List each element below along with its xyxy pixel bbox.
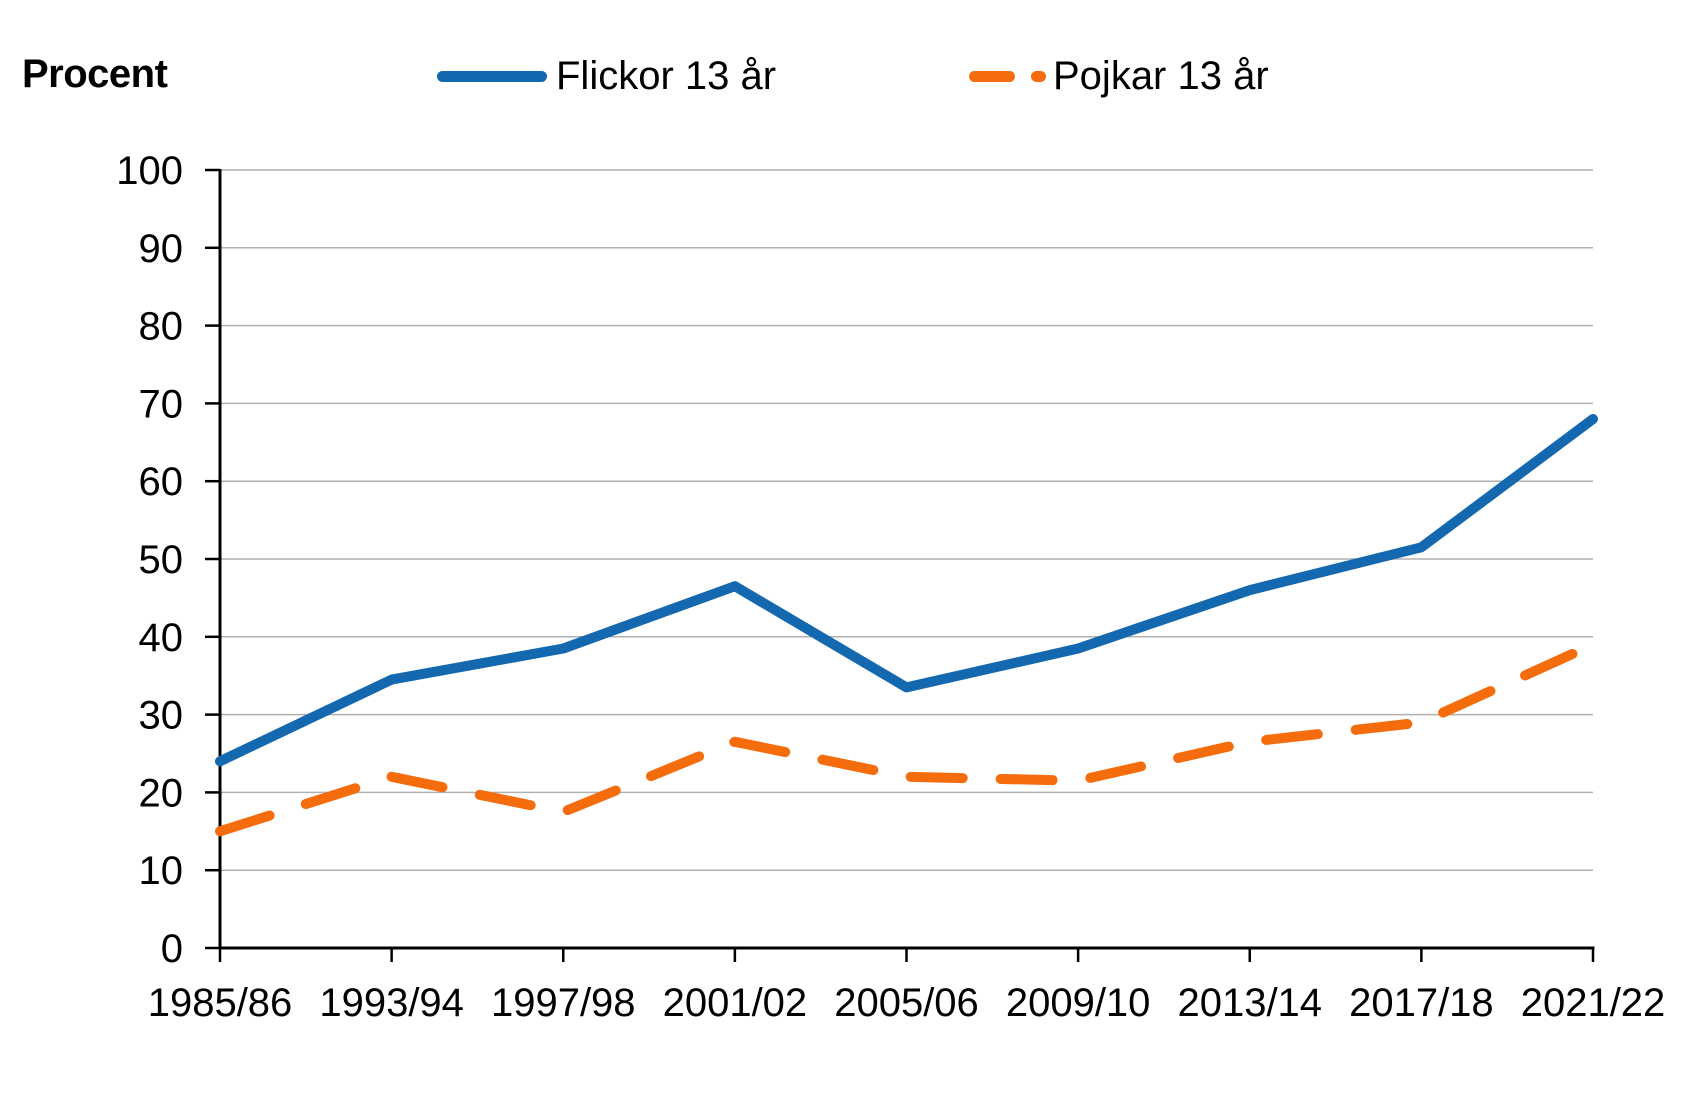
y-tick-label: 60 [139, 460, 184, 504]
x-tick-label: 2001/02 [663, 981, 808, 1025]
x-tick-label: 2005/06 [834, 981, 979, 1025]
y-axis-labels-group: 0 10 20 30 40 50 60 70 80 90 100 [116, 149, 183, 971]
y-tick-label: 70 [139, 382, 184, 426]
y-tick-label: 20 [139, 771, 184, 815]
legend-item-pojkar-13-ar: Pojkar 13 år [969, 54, 1269, 98]
y-axis-unit-label: Procent [22, 52, 168, 96]
x-tick-label: 1985/86 [148, 981, 293, 1025]
legend-solid-line-swatch [437, 70, 547, 82]
x-tick-label: 2017/18 [1349, 981, 1494, 1025]
y-tick-label: 40 [139, 616, 184, 660]
gridlines-group [220, 169, 1593, 871]
series-group [215, 414, 1598, 837]
legend-label-flickor: Flickor 13 år [556, 53, 777, 98]
y-tick-label: 30 [139, 694, 184, 738]
legend-dashed-line-swatch [969, 70, 1046, 82]
y-tick-label: 90 [139, 227, 184, 271]
series-line-flickor-13-ar [215, 414, 1598, 767]
x-tick-label: 2009/10 [1006, 981, 1151, 1025]
y-tick-label: 10 [139, 849, 184, 893]
y-tick-label: 80 [139, 305, 184, 349]
series-line-pojkar-13-ar [215, 639, 1598, 837]
axes-group [205, 168, 1595, 962]
x-tick-label: 2021/22 [1521, 981, 1666, 1025]
legend-label-pojkar: Pojkar 13 år [1053, 53, 1269, 98]
x-tick-label: 1993/94 [319, 981, 464, 1025]
y-tick-label: 0 [161, 927, 183, 971]
x-tick-label: 1997/98 [491, 981, 636, 1025]
legend-item-flickor-13-ar: Flickor 13 år [437, 54, 776, 98]
y-tick-label: 100 [116, 149, 183, 193]
y-tick-label: 50 [139, 538, 184, 582]
x-axis-labels-group: 1985/86 1993/94 1997/98 2001/02 2005/06 2009/… [148, 981, 1666, 1025]
x-tick-label: 2013/14 [1177, 981, 1322, 1025]
